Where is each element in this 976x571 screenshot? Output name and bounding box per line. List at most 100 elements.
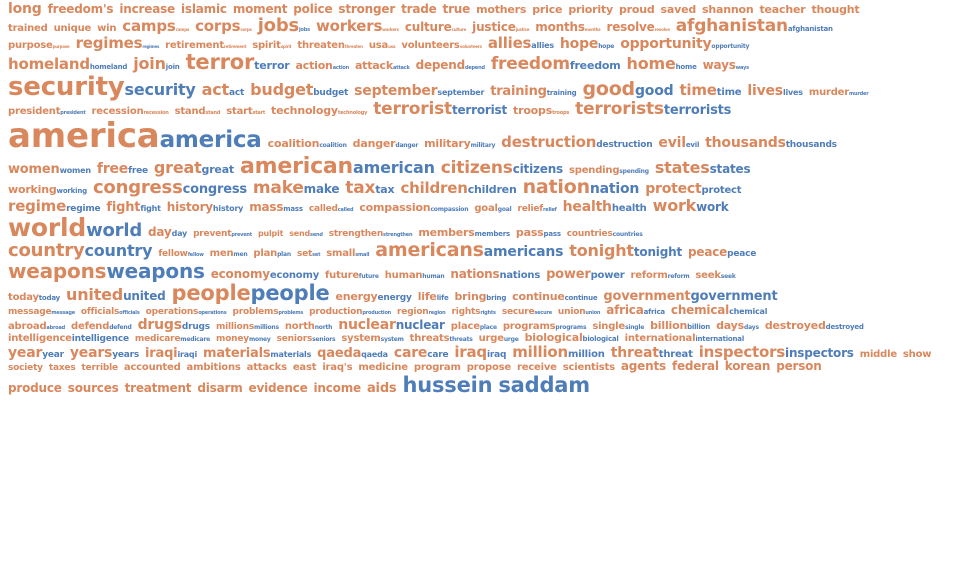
cloud-word: iraq's xyxy=(322,362,353,374)
cloud-word: defend xyxy=(71,320,110,332)
cloud-word: international xyxy=(624,333,696,345)
cloud-word: states xyxy=(709,162,751,176)
cloud-word: reform xyxy=(630,270,668,282)
cloud-word: urge xyxy=(503,336,519,344)
cloud-word: rights xyxy=(451,307,481,318)
word-pair: system system xyxy=(341,334,403,345)
word-pair: president president xyxy=(8,107,86,118)
word-pair: nation nation xyxy=(523,178,640,198)
word-pair: plan plan xyxy=(253,249,291,260)
cloud-word: act xyxy=(201,80,230,100)
cloud-word: murder xyxy=(808,87,849,99)
cloud-word: program xyxy=(413,362,461,374)
cloud-word: korean xyxy=(724,360,771,374)
cloud-word: called xyxy=(308,204,338,215)
cloud-word: nation xyxy=(522,178,591,199)
word-pair: coalition coalition xyxy=(268,138,347,150)
cloud-word: person xyxy=(776,360,822,374)
cloud-word: compassion xyxy=(359,201,431,215)
cloud-word: iraqi xyxy=(145,345,178,361)
cloud-word: work xyxy=(696,200,729,215)
cloud-word: sources xyxy=(67,380,119,395)
cloud-word: home xyxy=(626,54,676,74)
cloud-word: true xyxy=(442,2,471,16)
cloud-word: american xyxy=(239,155,354,179)
word-pair: seek seek xyxy=(695,271,735,282)
cloud-word: mothers xyxy=(476,3,527,16)
word-pair: iraq iraq xyxy=(454,345,506,361)
cloud-word: operations xyxy=(145,307,199,318)
word-pair: women women xyxy=(8,163,91,177)
cloud-word: seek xyxy=(720,273,736,281)
cloud-word: biological xyxy=(582,335,619,344)
cloud-word: congress xyxy=(92,178,183,199)
cloud-word: money xyxy=(248,336,271,344)
cloud-word: regimes xyxy=(142,43,160,49)
cloud-word: jobs xyxy=(257,16,300,36)
cloud-word: compassion xyxy=(430,206,469,214)
cloud-word: proud xyxy=(618,3,655,16)
word-pair: fight fight xyxy=(106,200,161,215)
word-pair: pass pass xyxy=(516,227,561,239)
cloud-word: abroad xyxy=(46,324,66,331)
cloud-word: join xyxy=(133,54,166,74)
cloud-word: freedom xyxy=(569,59,621,73)
cloud-word: pass xyxy=(515,225,544,239)
word-pair: iraqi iraqi xyxy=(145,347,197,361)
cloud-word: priority xyxy=(568,3,613,16)
cloud-word: goal xyxy=(497,206,512,214)
cloud-word: evil xyxy=(658,135,686,152)
cloud-word: months xyxy=(584,26,601,32)
cloud-row: purpose purpose regimes regimes retirement re… xyxy=(8,36,970,52)
word-pair: technology technology xyxy=(271,105,367,117)
cloud-word: shannon xyxy=(702,3,754,16)
cloud-word: members xyxy=(418,225,475,239)
word-pair: peace peace xyxy=(688,246,756,259)
cloud-word: ways xyxy=(702,58,736,73)
cloud-word: fight xyxy=(106,200,141,215)
word-pair: government government xyxy=(603,290,777,304)
cloud-word: north xyxy=(284,320,315,332)
cloud-word: officials xyxy=(119,310,140,317)
cloud-word: region xyxy=(397,307,429,318)
word-pair: jobs jobs xyxy=(258,17,310,36)
word-pair: destroyed destroyed xyxy=(765,319,864,332)
cloud-word: destruction xyxy=(596,140,653,151)
cloud-word: allies xyxy=(531,40,554,50)
word-pair: time time xyxy=(679,82,741,99)
cloud-word: years xyxy=(112,349,140,360)
cloud-word: today xyxy=(8,292,39,304)
cloud-word: government xyxy=(603,289,691,305)
word-pair: day day xyxy=(148,226,187,239)
cloud-word: programs xyxy=(502,320,556,332)
word-pair: corps corps xyxy=(195,18,252,35)
cloud-word: million xyxy=(568,348,605,360)
cloud-word: region xyxy=(428,310,446,317)
word-pair: relief relief xyxy=(517,204,556,214)
cloud-word: action xyxy=(295,59,333,73)
cloud-word: show xyxy=(902,348,932,360)
cloud-word: secure xyxy=(501,307,535,318)
cloud-word: spending xyxy=(619,168,649,175)
cloud-word: east xyxy=(292,362,317,374)
cloud-word: women xyxy=(8,162,60,177)
word-pair: terrorists terrorists xyxy=(575,101,731,119)
word-pair: reform reform xyxy=(631,271,690,282)
cloud-word: health xyxy=(611,203,647,215)
cloud-word: free xyxy=(96,161,129,177)
cloud-word: message xyxy=(8,307,52,318)
cloud-word: intelligence xyxy=(71,334,129,345)
word-pair: health health xyxy=(563,200,647,215)
cloud-word: men xyxy=(209,248,234,260)
word-pair: working working xyxy=(8,184,87,196)
cloud-word: saddam xyxy=(498,373,590,396)
word-pair: human human xyxy=(385,271,445,282)
cloud-row: long freedom's increase islamic moment police… xyxy=(8,2,970,17)
cloud-word: lives xyxy=(747,83,783,100)
word-pair: citizens citizens xyxy=(441,159,563,178)
word-pair: spirit spirit xyxy=(252,40,291,52)
word-pair: people people xyxy=(172,282,330,304)
cloud-word: accounted xyxy=(123,362,181,374)
cloud-word: hope xyxy=(559,35,599,52)
cloud-word: africa xyxy=(643,308,665,317)
